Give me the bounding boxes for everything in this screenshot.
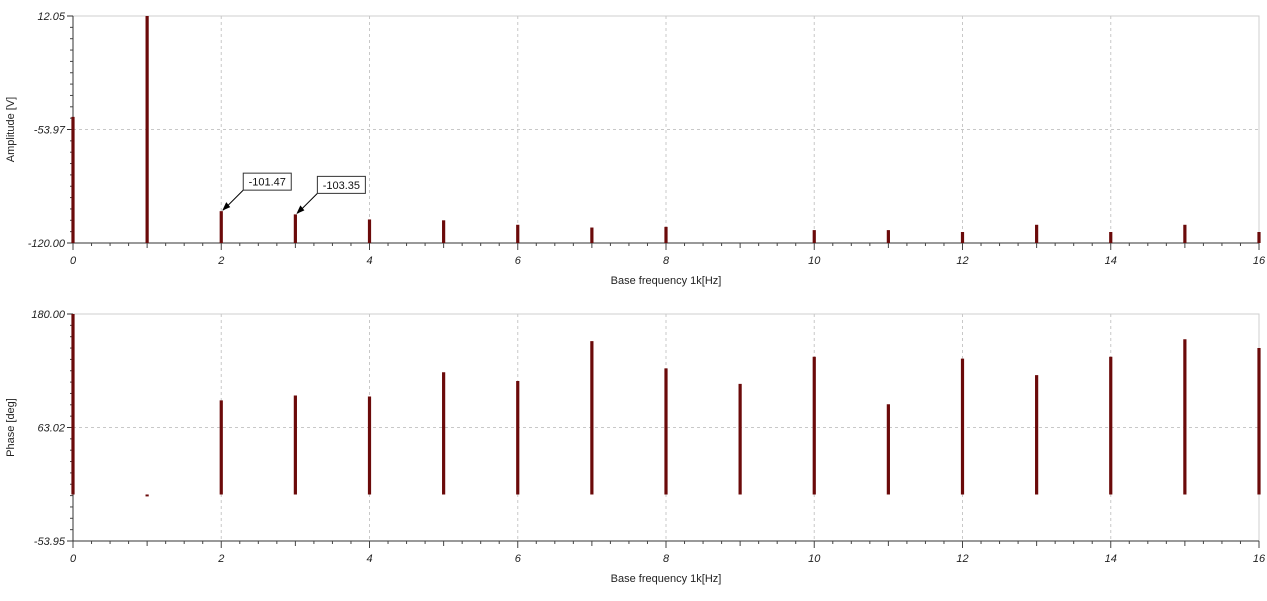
x-axis-label: Base frequency 1k[Hz] xyxy=(611,573,722,585)
x-tick-label: 10 xyxy=(808,553,821,565)
x-tick-label: 16 xyxy=(1253,553,1266,565)
x-tick-label: 6 xyxy=(515,255,522,267)
annotation-box xyxy=(242,172,292,191)
x-tick-label: 10 xyxy=(808,255,821,267)
y-tick-label: 12.05 xyxy=(37,11,65,23)
y-tick-label: -53.95 xyxy=(34,536,66,548)
x-tick-label: 12 xyxy=(956,255,968,267)
y-tick-label: -120.00 xyxy=(28,238,66,250)
x-tick-label: 12 xyxy=(956,553,968,565)
annotation-box xyxy=(316,175,366,194)
y-axis-label: Phase [deg] xyxy=(5,398,17,457)
x-tick-label: 2 xyxy=(217,553,224,565)
x-tick-label: 2 xyxy=(217,255,224,267)
x-tick-label: 0 xyxy=(70,255,77,267)
x-tick-label: 0 xyxy=(70,553,77,565)
x-tick-label: 8 xyxy=(663,553,670,565)
x-tick-label: 16 xyxy=(1253,255,1266,267)
x-tick-label: 4 xyxy=(366,255,372,267)
annotation-label: -101.47 xyxy=(249,177,286,189)
annotation-arrowhead xyxy=(222,202,231,211)
x-tick-label: 4 xyxy=(366,553,372,565)
x-tick-label: 8 xyxy=(663,255,670,267)
annotation-label: -103.35 xyxy=(323,180,360,192)
annotation-arrowhead xyxy=(296,205,305,214)
x-axis-label: Base frequency 1k[Hz] xyxy=(611,275,722,287)
y-tick-label: 63.02 xyxy=(37,423,65,435)
y-axis-label: Amplitude [V] xyxy=(5,97,17,162)
x-tick-label: 14 xyxy=(1105,553,1117,565)
y-tick-label: 180.00 xyxy=(31,309,66,321)
y-tick-label: -53.97 xyxy=(34,124,66,136)
x-tick-label: 6 xyxy=(515,553,522,565)
x-tick-label: 14 xyxy=(1105,255,1117,267)
